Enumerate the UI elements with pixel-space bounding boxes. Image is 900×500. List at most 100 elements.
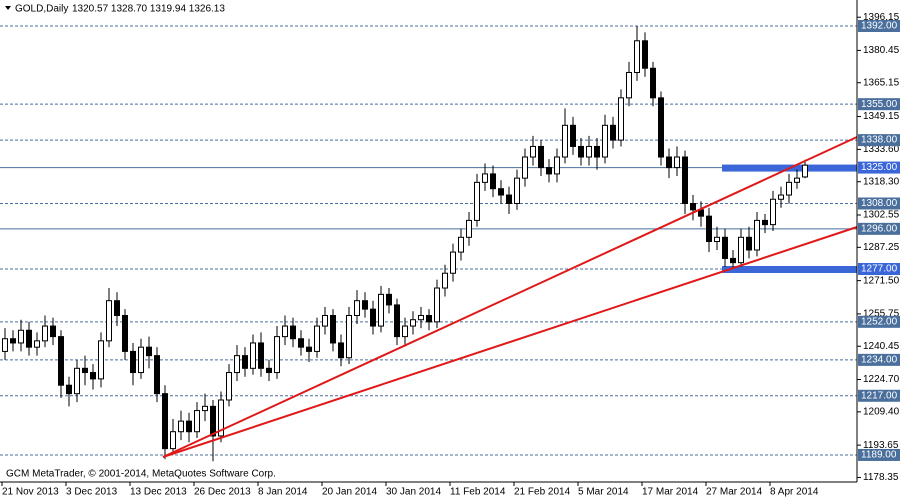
candle-body [74,367,80,395]
candle-body [10,338,16,344]
level-label: 1296.00 [861,223,898,234]
candle-body [738,236,744,264]
candle-body [242,355,248,369]
candles [2,25,808,462]
candle-body [50,325,56,338]
level-label-box [858,389,900,402]
level-label-box [858,134,900,147]
candle-body [290,325,296,340]
level-label: 1234.00 [861,355,898,366]
candle-body [690,202,696,211]
candle-body [506,194,512,204]
candle-body [650,67,656,99]
trend-line [162,226,858,458]
candle-body [154,355,160,395]
candle-body [298,338,304,348]
y-tick-label: 1287.25 [863,242,900,253]
y-tick-label: 1349.15 [863,111,900,122]
candle-body [466,219,472,238]
level-label-box [858,98,900,111]
candle-body [258,342,264,369]
candle-body [802,164,808,178]
candle-body [490,173,496,190]
y-tick-label: 1302.55 [863,210,900,221]
candle-body [746,236,752,251]
candle-body [106,300,112,342]
x-tick-label: 11 Feb 2014 [450,487,506,498]
candle-body [338,342,344,359]
candle-body [794,177,800,183]
candle-body [218,399,224,437]
candle-body [82,367,88,374]
candle-body [98,340,104,380]
axis-labels: 1396.15 1380.45 1365.15 1349.15 1333.60 1318.… [1,12,900,498]
candle-body [762,219,768,226]
candle-body [450,251,456,274]
y-tick-label: 1224.70 [863,374,900,385]
x-tick-label: 17 Mar 2014 [642,487,699,498]
candle-body [626,71,632,99]
x-tick-label: 21 Feb 2014 [514,487,571,498]
candle-body [178,420,184,433]
candle-body [250,342,256,369]
candle-body [34,340,40,348]
candle-body [266,367,272,374]
candle-body [658,97,664,158]
candle-body [410,319,416,327]
candle-body [426,314,432,323]
candle-body [530,145,536,158]
x-tick-label: 27 Mar 2014 [706,487,763,498]
candle-body [538,145,544,169]
candle-body [170,431,176,450]
candle-body [394,304,400,338]
candle-body [370,308,376,327]
candle-body [378,293,384,327]
y-tick-label: 1333.60 [863,144,900,155]
level-label: 1355.00 [861,99,898,110]
candle-body [418,314,424,321]
candle-body [498,188,504,196]
candle-body [330,314,336,344]
candle-body [2,338,8,352]
level-label-box [858,197,900,210]
candle-body [26,329,32,348]
y-tick-label: 1178.35 [863,472,899,483]
candle-body [482,173,488,183]
candle-body [402,325,408,338]
menu-arrow[interactable] [5,6,11,10]
candle-body [786,181,792,196]
candle-body [714,236,720,243]
level-label: 1189.00 [861,450,897,461]
level-label: 1308.00 [861,198,898,209]
level-label-box [858,315,900,328]
candle-body [130,350,136,374]
footer: GCM MetaTrader, © 2001-2014, MetaQuotes … [6,469,276,480]
candle-body [458,236,464,253]
candle-body [770,198,776,226]
candle-body [562,124,568,158]
candle-body [682,156,688,204]
candle-body [594,145,600,158]
candle-body [282,325,288,338]
candle-body [666,156,672,169]
y-tick-label: 1318.30 [863,176,900,187]
candle-body [514,177,520,204]
candle-body [362,300,368,310]
candle-body [602,124,608,158]
x-tick-label: 21 Nov 2013 [2,487,59,498]
level-label: 1277.00 [861,264,898,275]
candle-body [618,97,624,141]
candle-body [642,40,648,69]
candle-body [634,40,640,73]
candle-body [90,372,96,380]
x-tick-label: 13 Dec 2013 [130,487,187,498]
candle-body [386,293,392,306]
candle-body [754,219,760,251]
level-label: 1392.00 [861,21,898,32]
candle-body [122,314,128,352]
candle-body [778,194,784,200]
candle-body [202,405,208,412]
y-tick-label: 1255.75 [863,309,900,320]
